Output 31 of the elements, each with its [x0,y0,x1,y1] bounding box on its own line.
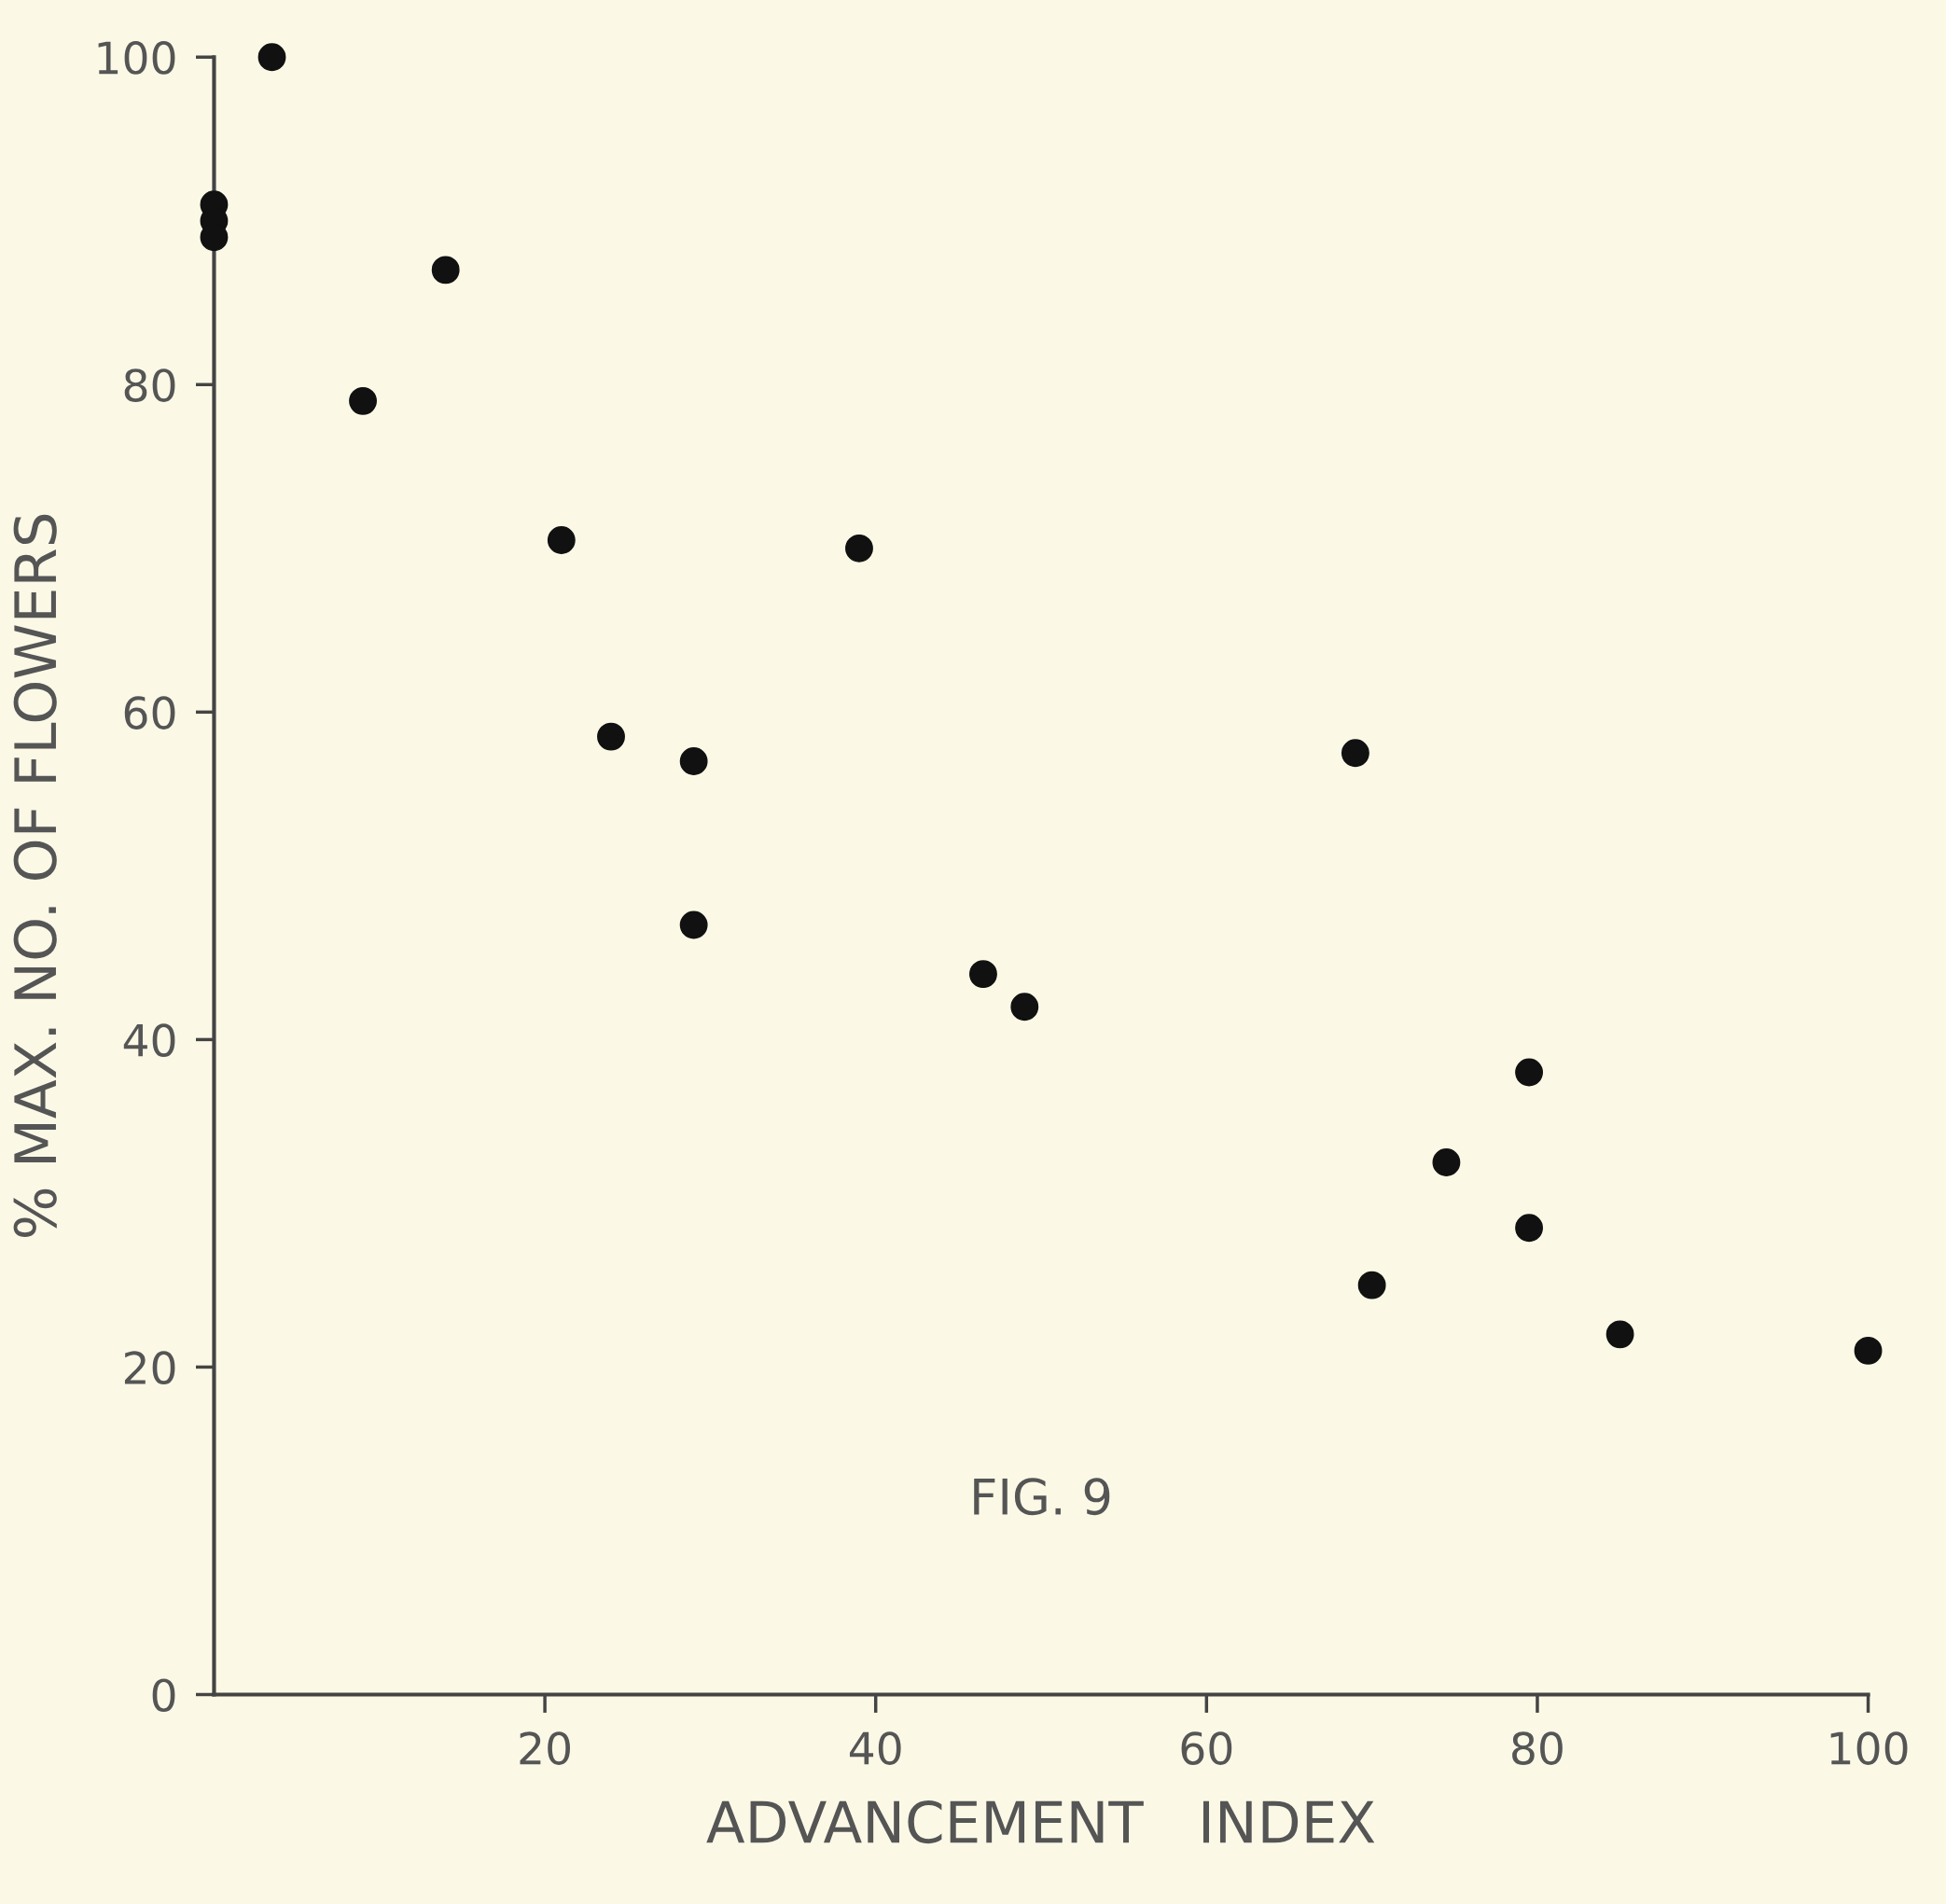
point [1010,993,1039,1021]
point [1515,1214,1543,1243]
x-tick-label: 100 [1830,1731,1908,1765]
point [1357,1271,1386,1299]
y-tick-label: 0 [152,1678,175,1713]
point [1341,739,1369,768]
point [845,534,873,563]
point [547,526,576,554]
y-tick-label: 80 [124,368,175,402]
point [679,910,708,939]
point [1605,1320,1634,1349]
y-tick-label: 40 [123,1023,175,1057]
point [1515,1058,1543,1087]
point [349,386,377,415]
y-axis-title: % MAX. NO. OF FLOWERS [13,514,57,1237]
point [431,256,460,285]
x-tick-label: 40 [849,1731,901,1765]
point [597,722,625,751]
x-tick-label: 20 [520,1731,570,1765]
point [257,43,286,72]
y-tick-label: 60 [124,696,175,730]
x-tick-label: 80 [1512,1731,1563,1765]
y-tick-label: 20 [124,1351,175,1385]
point [1854,1336,1883,1365]
point [969,960,997,989]
point [679,747,708,775]
annotation: FIG. 9 [974,1478,1110,1516]
x-tick-label: 60 [1181,1731,1232,1765]
point [1432,1148,1461,1176]
x-axis-title: ADVANCEMENT INDEX [706,1800,1375,1844]
y-tick-label: 100 [98,41,175,75]
